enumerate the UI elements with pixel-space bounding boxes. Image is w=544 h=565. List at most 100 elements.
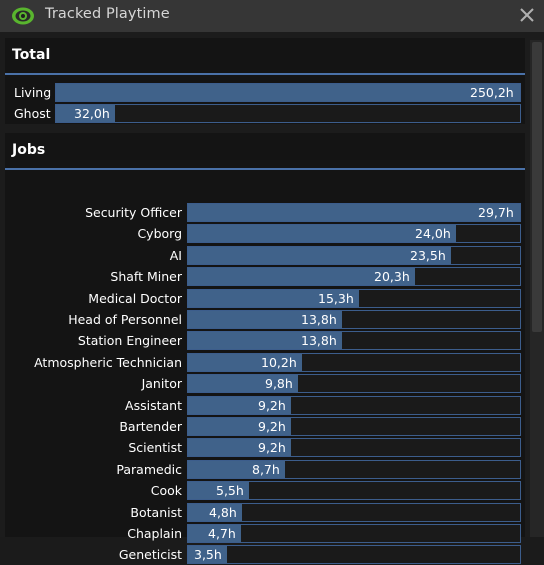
jobs-progress-bar: 13,8h [187,310,521,329]
jobs-row: Cyborg 24,0h [5,224,525,244]
jobs-progress-bar: 4,7h [187,524,521,543]
jobs-row-label: Chaplain [127,526,182,541]
total-row-label: Living [14,85,52,100]
jobs-row-value: 3,5h [194,547,222,563]
jobs-progress-bar: 10,2h [187,352,521,372]
jobs-progress-fill [188,268,415,286]
jobs-progress-bar: 20,3h [187,267,521,287]
jobs-row-label: Head of Personnel [68,312,182,327]
jobs-section-header: Jobs [5,133,525,170]
jobs-progress-bar: 23,5h [187,245,521,265]
jobs-row-label: Assistant [125,397,182,413]
jobs-progress-fill [188,353,302,371]
jobs-row-value: 9,2h [258,419,286,434]
jobs-progress-bar: 29,7h [187,203,521,222]
jobs-row: Chaplain 4,7h [5,524,525,544]
scrollbar[interactable] [530,40,544,537]
jobs-row-value: 9,2h [258,397,286,413]
jobs-progress-bar: 3,5h [187,545,521,565]
jobs-row-label: Janitor [141,376,182,392]
jobs-row-label: Paramedic [116,461,182,477]
jobs-progress-fill [188,375,298,393]
jobs-row-value: 29,7h [478,205,514,220]
jobs-progress-fill [188,204,520,221]
jobs-progress-fill [188,460,285,478]
jobs-row-value: 9,8h [265,376,293,392]
content-area: Total Living 250,2h Ghost 32,0h Jobs Securi… [0,32,544,565]
jobs-progress-bar: 9,8h [187,374,521,394]
jobs-progress-fill [188,225,456,243]
jobs-row: Head of Personnel 13,8h [5,310,525,330]
jobs-row: Shaft Miner 20,3h [5,267,525,287]
jobs-row: Bartender 9,2h [5,417,525,437]
jobs-row-label: Security Officer [85,205,182,220]
jobs-progress-fill [188,246,451,264]
jobs-progress-fill [188,439,291,457]
jobs-row-value: 9,2h [258,440,286,456]
jobs-progress-bar: 9,2h [187,417,521,436]
total-row-value: 250,2h [470,85,514,100]
title-bar[interactable]: Tracked Playtime [0,0,544,32]
total-row: Living 250,2h [5,83,525,103]
jobs-row: Cook 5,5h [5,481,525,501]
jobs-row-label: Bartender [119,419,182,434]
jobs-row: Janitor 9,8h [5,374,525,394]
jobs-row-label: Cyborg [137,226,182,242]
jobs-row-label: Medical Doctor [88,290,182,306]
total-progress-bar: 32,0h [55,104,521,123]
jobs-row: Paramedic 8,7h [5,459,525,480]
scrollbar-thumb[interactable] [532,42,542,332]
jobs-progress-bar: 8,7h [187,459,521,479]
jobs-row: Geneticist 3,5h [5,545,525,565]
jobs-progress-bar: 9,2h [187,395,521,415]
jobs-row: Station Engineer 13,8h [5,331,525,351]
total-row-label: Ghost [14,106,51,121]
jobs-progress-fill [188,396,291,414]
jobs-row-label: Scientist [128,440,182,456]
jobs-row-value: 4,8h [209,504,237,520]
jobs-row: Botanist 4,8h [5,502,525,523]
jobs-progress-bar: 24,0h [187,224,521,244]
jobs-progress-fill [188,503,242,521]
jobs-section: Jobs Security Officer 29,7h Cyborg 24,0h AI 2… [5,133,525,565]
jobs-row-label: Geneticist [118,547,182,563]
total-row-value: 32,0h [74,106,110,121]
jobs-progress-fill [188,332,342,350]
jobs-row-value: 8,7h [252,461,280,477]
total-progress-fill [56,105,115,122]
jobs-row-value: 24,0h [415,226,451,242]
jobs-row-value: 13,8h [301,333,337,349]
jobs-section-title: Jobs [12,142,46,158]
jobs-row: AI 23,5h [5,245,525,266]
jobs-row-label: Botanist [130,504,182,520]
jobs-row-label: AI [169,247,182,263]
jobs-row-label: Station Engineer [77,333,182,349]
jobs-row-value: 10,2h [261,354,297,370]
jobs-row: Medical Doctor 15,3h [5,288,525,309]
total-row: Ghost 32,0h [5,104,525,124]
jobs-progress-bar: 9,2h [187,438,521,458]
jobs-row: Assistant 9,2h [5,395,525,416]
jobs-progress-fill [188,311,342,328]
total-section-header: Total [5,38,525,75]
jobs-progress-fill [188,418,291,435]
jobs-row-value: 20,3h [374,269,410,285]
jobs-progress-bar: 15,3h [187,288,521,308]
total-progress-bar: 250,2h [55,83,521,102]
total-section: Total Living 250,2h Ghost 32,0h [5,38,525,124]
jobs-progress-bar: 5,5h [187,481,521,501]
eye-icon [12,7,34,25]
jobs-row: Scientist 9,2h [5,438,525,458]
jobs-row-label: Cook [150,483,182,499]
jobs-progress-fill [188,482,249,500]
window-title: Tracked Playtime [45,6,170,22]
jobs-row-value: 15,3h [318,290,354,306]
jobs-row-label: Shaft Miner [110,269,182,285]
close-icon[interactable] [516,4,538,26]
jobs-progress-bar: 13,8h [187,331,521,351]
jobs-progress-fill [188,289,359,307]
total-section-title: Total [12,47,51,63]
jobs-row-value: 4,7h [208,526,236,541]
jobs-progress-bar: 4,8h [187,502,521,522]
